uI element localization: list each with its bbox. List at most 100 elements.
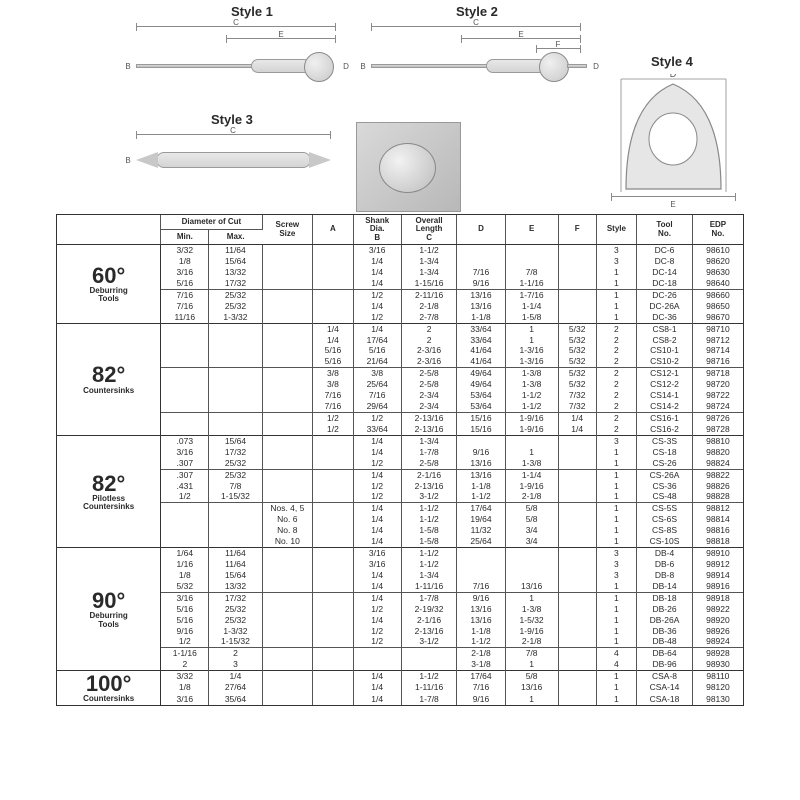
cell-min: 3/32 <box>161 245 209 256</box>
cell-edp: 98722 <box>692 390 743 401</box>
cell-style: 2 <box>596 413 637 424</box>
cell-tool: CS-36 <box>637 481 693 492</box>
cell-edp: 98918 <box>692 592 743 603</box>
cell-d: 15/16 <box>457 413 505 424</box>
cell-d: 7/16 <box>457 267 505 278</box>
cell-screw <box>262 245 313 256</box>
cell-b: 1/4 <box>353 694 401 705</box>
hdr-f: F <box>558 215 596 245</box>
cell-max: 17/32 <box>209 592 262 603</box>
cell-max <box>209 323 262 334</box>
cell-d: 13/16 <box>457 604 505 615</box>
cell-max <box>209 503 262 514</box>
cell-a <box>313 256 354 267</box>
table-row: No. 101/41-5/825/643/41CS-10S98818 <box>57 536 743 547</box>
table-row: Nos. 4, 51/41-1/217/645/81CS-5S98812 <box>57 503 743 514</box>
cell-c: 2-3/16 <box>401 345 457 356</box>
cell-a <box>313 301 354 312</box>
cell-min: 1/2 <box>161 636 209 647</box>
section-sub: PilotlessCountersinks <box>59 495 158 512</box>
cell-max: 1-15/32 <box>209 491 262 502</box>
cell-edp: 98724 <box>692 401 743 412</box>
cell-b: 17/64 <box>353 335 401 346</box>
table-row: No. 81/41-5/811/323/41CS-8S98816 <box>57 525 743 536</box>
cell-min: 9/16 <box>161 626 209 637</box>
cell-max: 1-15/32 <box>209 636 262 647</box>
cell-edp: 98824 <box>692 458 743 469</box>
hdr-oal-txt: OverallLengthC <box>416 216 443 242</box>
cell-max: 11/64 <box>209 548 262 559</box>
cell-tool: CS-26A <box>637 469 693 480</box>
hdr-lead <box>57 215 161 245</box>
cell-tool: CS-3S <box>637 435 693 446</box>
spec-table-wrap: Diameter of Cut ScrewSize A ShankDia.B O… <box>56 214 744 706</box>
cell-d: 17/64 <box>457 671 505 683</box>
cell-a: 3/8 <box>313 368 354 379</box>
cell-min <box>161 368 209 379</box>
cell-f <box>558 604 596 615</box>
cell-max: 1-3/32 <box>209 312 262 323</box>
cell-min <box>161 390 209 401</box>
table-row: 1/21/22-13/1615/161-9/161/42CS16-198726 <box>57 413 743 424</box>
cell-e <box>505 559 558 570</box>
cell-style: 1 <box>596 682 637 693</box>
cell-min: 3/16 <box>161 447 209 458</box>
cell-e: 7/8 <box>505 267 558 278</box>
cell-max <box>209 345 262 356</box>
table-row: 1/21-15/321/23-1/21-1/22-1/81CS-4898828 <box>57 491 743 502</box>
cell-min: .431 <box>161 481 209 492</box>
cell-e: 1-3/8 <box>505 379 558 390</box>
cell-a <box>313 592 354 603</box>
section-angle: 60° <box>92 263 125 288</box>
cell-edp: 98718 <box>692 368 743 379</box>
cell-min <box>161 413 209 424</box>
style2-head <box>539 52 569 82</box>
cell-e: 1 <box>505 694 558 705</box>
cell-tool: DB-26A <box>637 615 693 626</box>
table-row: 9/161-3/321/22-13/161-1/81-9/161DB-36989… <box>57 626 743 637</box>
cell-e: 1-3/8 <box>505 368 558 379</box>
cell-edp: 98120 <box>692 682 743 693</box>
cell-style: 3 <box>596 559 637 570</box>
cell-d: 41/64 <box>457 345 505 356</box>
cell-max: 25/32 <box>209 301 262 312</box>
cell-d: 9/16 <box>457 447 505 458</box>
section-lead: 90°DeburringTools <box>57 548 161 671</box>
cell-min: 3/16 <box>161 694 209 705</box>
cell-edp: 98710 <box>692 323 743 334</box>
style2-label: Style 2 <box>456 4 498 19</box>
cell-tool: CS-26 <box>637 458 693 469</box>
cell-screw <box>262 390 313 401</box>
table-row: 1/1611/643/161-1/23DB-698912 <box>57 559 743 570</box>
cell-screw <box>262 267 313 278</box>
cell-e: 1-5/8 <box>505 312 558 323</box>
cell-tool: CS-18 <box>637 447 693 458</box>
cell-min: 5/32 <box>161 581 209 592</box>
cell-min: 11/16 <box>161 312 209 323</box>
cell-edp: 98130 <box>692 694 743 705</box>
hdr-screw-txt: ScrewSize <box>276 220 300 237</box>
cell-screw <box>262 345 313 356</box>
cell-edp: 98110 <box>692 671 743 683</box>
cell-c: 1-1/2 <box>401 559 457 570</box>
cell-d: 1-1/2 <box>457 491 505 502</box>
cell-e: 3/4 <box>505 525 558 536</box>
cell-screw <box>262 592 313 603</box>
cell-b: 1/2 <box>353 491 401 502</box>
cell-d <box>457 548 505 559</box>
cell-e: 1-9/16 <box>505 481 558 492</box>
cell-f: 5/32 <box>558 379 596 390</box>
table-row: 1-1/1622-1/87/84DB-6498928 <box>57 648 743 659</box>
cell-max <box>209 390 262 401</box>
cell-f: 5/32 <box>558 368 596 379</box>
spec-table-header: Diameter of Cut ScrewSize A ShankDia.B O… <box>57 215 743 245</box>
cell-c: 2 <box>401 335 457 346</box>
cell-min: .307 <box>161 458 209 469</box>
cell-a <box>313 671 354 683</box>
cell-screw: No. 8 <box>262 525 313 536</box>
cell-tool: DB-4 <box>637 548 693 559</box>
cell-min <box>161 401 209 412</box>
cell-style: 2 <box>596 390 637 401</box>
cell-c: 2 <box>401 323 457 334</box>
cell-max <box>209 368 262 379</box>
